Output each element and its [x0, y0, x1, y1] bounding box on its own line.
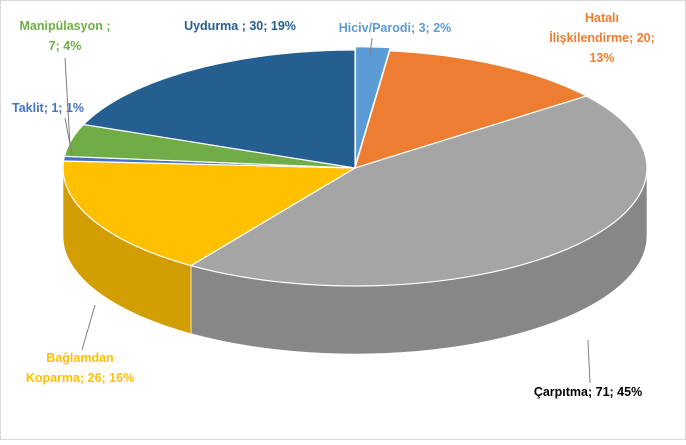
- pie-slice: [189, 95, 648, 287]
- leader-line: [64, 117, 73, 156]
- data-label-line: Koparma; 26; 16%: [26, 371, 134, 385]
- data-label-line: Taklit; 1; 1%: [12, 101, 84, 115]
- data-label: Çarpıtma; 71; 45%: [534, 385, 642, 399]
- pie-slice: [63, 123, 356, 169]
- data-label: Bağlamdan Koparma; 26; 16%: [26, 351, 134, 385]
- pie-slice: [82, 49, 356, 169]
- data-label: Hatalı İlişkilendirme; 20; 13%: [549, 11, 655, 65]
- data-label-line: İlişkilendirme; 20;: [549, 30, 655, 45]
- data-label: Taklit; 1; 1%: [12, 101, 84, 115]
- data-label-line: 7; 4%: [49, 39, 82, 53]
- data-label: Hiciv/Parodi; 3; 2%: [339, 21, 452, 35]
- data-label: Uydurma ; 30; 19%: [184, 19, 296, 33]
- data-label-line: 13%: [589, 51, 614, 65]
- pie-slice: [354, 50, 588, 169]
- data-label-line: Çarpıtma; 71; 45%: [534, 385, 642, 399]
- leader-line: [369, 37, 373, 56]
- data-label-line: Bağlamdan: [46, 351, 113, 365]
- data-label-line: Hiciv/Parodi; 3; 2%: [339, 21, 452, 35]
- leader-line: [587, 339, 591, 384]
- leader-line: [64, 57, 71, 146]
- leader-line: [81, 304, 96, 351]
- data-label-line: Hatalı: [585, 11, 619, 25]
- data-label: Manipülasyon ; 7; 4%: [20, 19, 111, 53]
- data-label-line: Uydurma ; 30; 19%: [184, 19, 296, 33]
- pie-slice: [62, 160, 358, 267]
- data-label-line: Manipülasyon ;: [20, 19, 111, 33]
